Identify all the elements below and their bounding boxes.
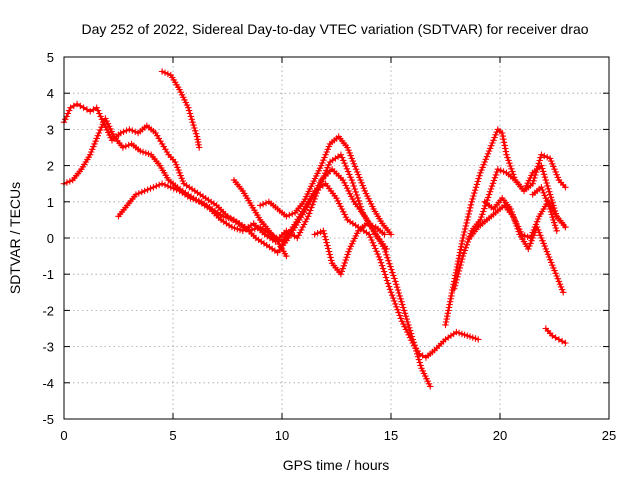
x-axis-label: GPS time / hours [283,457,390,473]
x-tick-label: 25 [602,428,616,443]
series-markers [230,176,290,260]
y-tick-label: 3 [47,122,54,137]
series-markers [311,220,388,278]
series-markers [115,166,390,256]
series-track-3 [115,166,390,256]
x-tick-label: 0 [60,428,67,443]
series-line [160,70,201,149]
y-tick-label: -1 [42,267,54,282]
series-track-6 [257,133,395,238]
series-track-12 [529,184,560,234]
y-tick-label: 2 [47,159,54,174]
y-tick-label: 0 [47,231,54,246]
chart-title: Day 252 of 2022, Sidereal Day-to-day VTE… [81,21,588,37]
series-track-11 [481,195,567,296]
series-track-5 [230,176,290,260]
series-track-8 [442,126,569,329]
series-line [453,164,567,290]
series-track-9 [451,162,569,292]
series-track-13 [542,325,569,347]
series-track-7 [311,220,388,278]
x-tick-labels: 0 5 10 15 20 25 [60,428,616,443]
x-tick-label: 15 [384,428,398,443]
series-markers [158,68,203,151]
y-tick-labels: -5 -4 -3 -2 -1 0 1 2 3 4 5 [42,50,54,427]
series-markers [481,195,567,296]
series-track-4 [158,68,203,151]
axis-ticks [63,56,610,420]
x-tick-label: 5 [169,428,176,443]
y-tick-label: -5 [42,412,54,427]
y-tick-label: 5 [47,50,54,65]
y-tick-label: 1 [47,195,54,210]
grid-lines [64,57,609,419]
y-axis-label: SDTVAR / TECUs [7,182,23,294]
series-markers [257,133,395,238]
x-tick-label: 20 [493,428,507,443]
series-markers [529,184,560,234]
x-tick-label: 10 [275,428,289,443]
series-markers [442,126,569,329]
y-tick-label: -4 [42,376,54,391]
y-tick-label: -2 [42,303,54,318]
y-tick-label: -3 [42,340,54,355]
series-markers [451,162,569,292]
plot-data [60,68,569,390]
series-markers [542,325,569,347]
y-tick-label: 4 [47,86,54,101]
